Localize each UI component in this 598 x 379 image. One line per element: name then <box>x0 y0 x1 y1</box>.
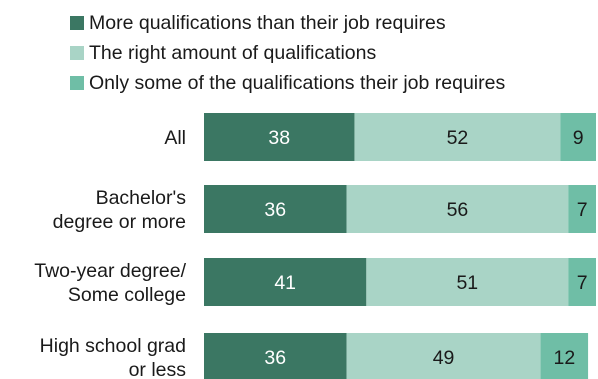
bar-value-label: 52 <box>447 127 469 149</box>
legend-item-right-amount: The right amount of qualifications <box>70 38 505 68</box>
bar-segment <box>204 258 367 306</box>
legend-label-right-amount: The right amount of qualifications <box>89 41 377 64</box>
bar-segment <box>346 185 569 233</box>
bar-value-label: 36 <box>264 199 286 221</box>
category-label: Bachelor's degree or more <box>53 187 187 233</box>
bar-segment <box>560 113 596 161</box>
category-label: High school grad or less <box>40 335 187 379</box>
bar-value-label: 36 <box>264 347 286 369</box>
category-label: All <box>164 127 186 149</box>
legend-swatch-right-amount <box>70 46 84 60</box>
bar-segment <box>568 258 596 306</box>
bar-value-label: 7 <box>577 199 588 221</box>
bar-segment <box>204 333 347 379</box>
bar-value-label: 56 <box>447 199 469 221</box>
bar-segment <box>204 185 347 233</box>
bar-segment <box>354 113 561 161</box>
bar-segment <box>540 333 589 379</box>
bar-segment <box>366 258 569 306</box>
legend-item-only-some: Only some of the qualifications their jo… <box>70 68 505 98</box>
bar-value-label: 38 <box>268 127 290 149</box>
legend-label-more-qualifications: More qualifications than their job requi… <box>89 11 446 34</box>
legend-item-more-qualifications: More qualifications than their job requi… <box>70 8 505 38</box>
bar-segment <box>568 185 596 233</box>
bar-value-label: 7 <box>577 272 588 294</box>
legend-swatch-only-some <box>70 76 84 90</box>
bar-segment <box>346 333 541 379</box>
bar-value-label: 12 <box>553 347 575 369</box>
bar-value-label: 51 <box>456 272 478 294</box>
bar-value-label: 9 <box>573 127 584 149</box>
bar-value-label: 49 <box>433 347 455 369</box>
category-label: Two-year degree/Some college <box>34 260 186 306</box>
bar-segment <box>204 113 355 161</box>
legend-label-only-some: Only some of the qualifications their jo… <box>89 71 506 94</box>
legend-swatch-more-qualifications <box>70 16 84 30</box>
legend: More qualifications than their job requi… <box>70 8 505 98</box>
bar-value-label: 41 <box>274 272 296 294</box>
